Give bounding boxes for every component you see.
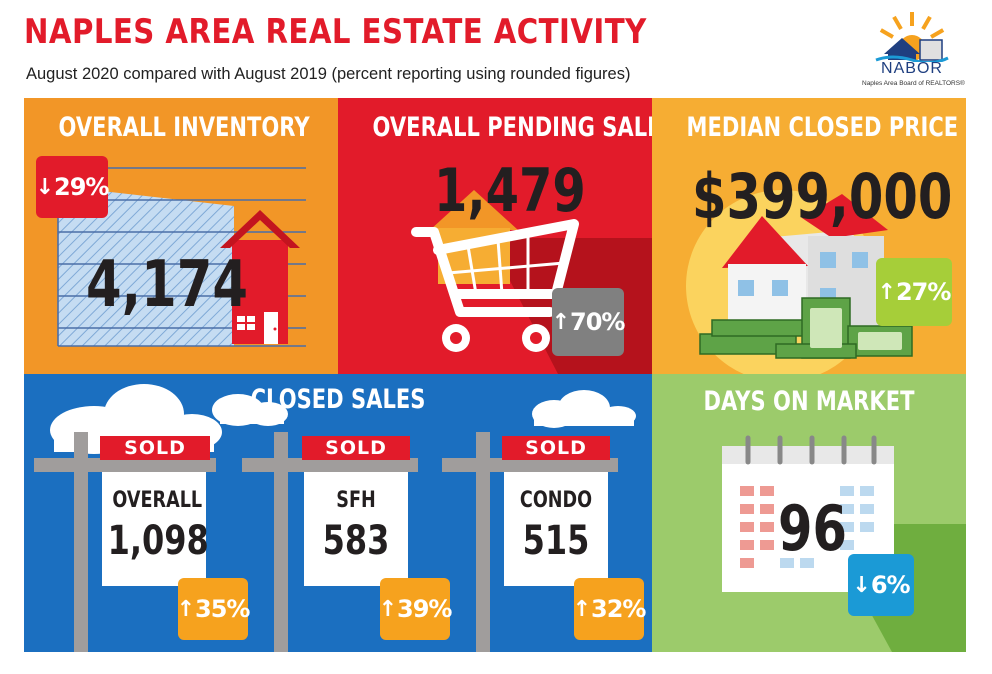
inventory-value: 4,174 [86, 248, 248, 322]
pending-change-badge: ↑ 70% [551, 288, 625, 356]
down-arrow-icon: ↓ [35, 174, 54, 200]
inventory-title: OVERALL INVENTORY [58, 112, 310, 143]
sold-sign-overall: SOLD [100, 436, 210, 460]
inventory-illustration [57, 158, 306, 347]
condo-change: 32% [591, 595, 646, 623]
pending-change: 70% [570, 308, 625, 336]
dom-value: 96 [778, 492, 848, 565]
dom-change: 6% [870, 571, 911, 599]
median-change-badge: ↑ 27% [876, 258, 952, 326]
sunburst-logo-icon [875, 12, 949, 65]
pending-panel: OVERALL PENDING SALES 1,479 ↑ 70% [338, 98, 652, 374]
sold-sign-condo: SOLD [502, 436, 610, 460]
dom-change-badge: ↓ 6% [848, 554, 914, 616]
condo-change-badge: ↑ 32% [572, 578, 646, 640]
sfh-change: 39% [397, 595, 452, 623]
sold-sign-sfh: SOLD [302, 436, 410, 460]
up-arrow-icon: ↑ [551, 309, 570, 335]
median-title: MEDIAN CLOSED PRICE [686, 112, 959, 143]
down-arrow-icon: ↓ [852, 572, 870, 598]
up-arrow-icon: ↑ [176, 596, 195, 622]
sfh-change-badge: ↑ 39% [378, 578, 452, 640]
page-subtitle: August 2020 compared with August 2019 (p… [26, 65, 631, 83]
logo-name: NABOR [881, 60, 943, 77]
up-arrow-icon: ↑ [572, 596, 591, 622]
median-value: $399,000 [692, 160, 953, 233]
pending-title: OVERALL PENDING SALES [372, 112, 652, 143]
inventory-change: 29% [54, 173, 109, 201]
closed-sales-title: CLOSED SALES [250, 384, 426, 415]
up-arrow-icon: ↑ [877, 279, 896, 305]
up-arrow-icon: ↑ [378, 596, 397, 622]
dom-title: DAYS ON MARKET [703, 386, 915, 417]
pending-value: 1,479 [434, 156, 586, 226]
sign-value-sfh: 583 [322, 518, 390, 564]
nabor-logo: NABOR Naples Area Board of REALTORS® [862, 8, 965, 92]
inventory-change-badge: ↓ 29% [35, 156, 109, 218]
median-change: 27% [895, 278, 951, 306]
sign-label-condo: CONDO [519, 488, 593, 513]
closed-sales-panel: CLOSED SALES SOLD SOLD SOLD OVERALL 1,09… [24, 374, 652, 652]
house-icon [220, 210, 300, 344]
sign-label-overall: OVERALL [112, 488, 203, 513]
page-title: NAPLES AREA REAL ESTATE ACTIVITY [24, 12, 647, 52]
sign-value-overall: 1,098 [107, 518, 209, 564]
inventory-panel: OVERALL INVENTORY [24, 98, 338, 374]
logo-tagline: Naples Area Board of REALTORS® [862, 80, 965, 87]
days-on-market-panel: DAYS ON MARKET 96 ↓ 6% [652, 374, 966, 652]
sign-label-sfh: SFH [336, 488, 376, 513]
house-money-icon [686, 190, 913, 374]
sign-value-condo: 515 [522, 518, 590, 564]
overall-change: 35% [195, 595, 250, 623]
median-panel: MEDIAN CLOSED PRICE $399,000 ↑ 27% [652, 98, 966, 374]
closed-sales-illustration [34, 384, 636, 652]
overall-change-badge: ↑ 35% [176, 578, 250, 640]
